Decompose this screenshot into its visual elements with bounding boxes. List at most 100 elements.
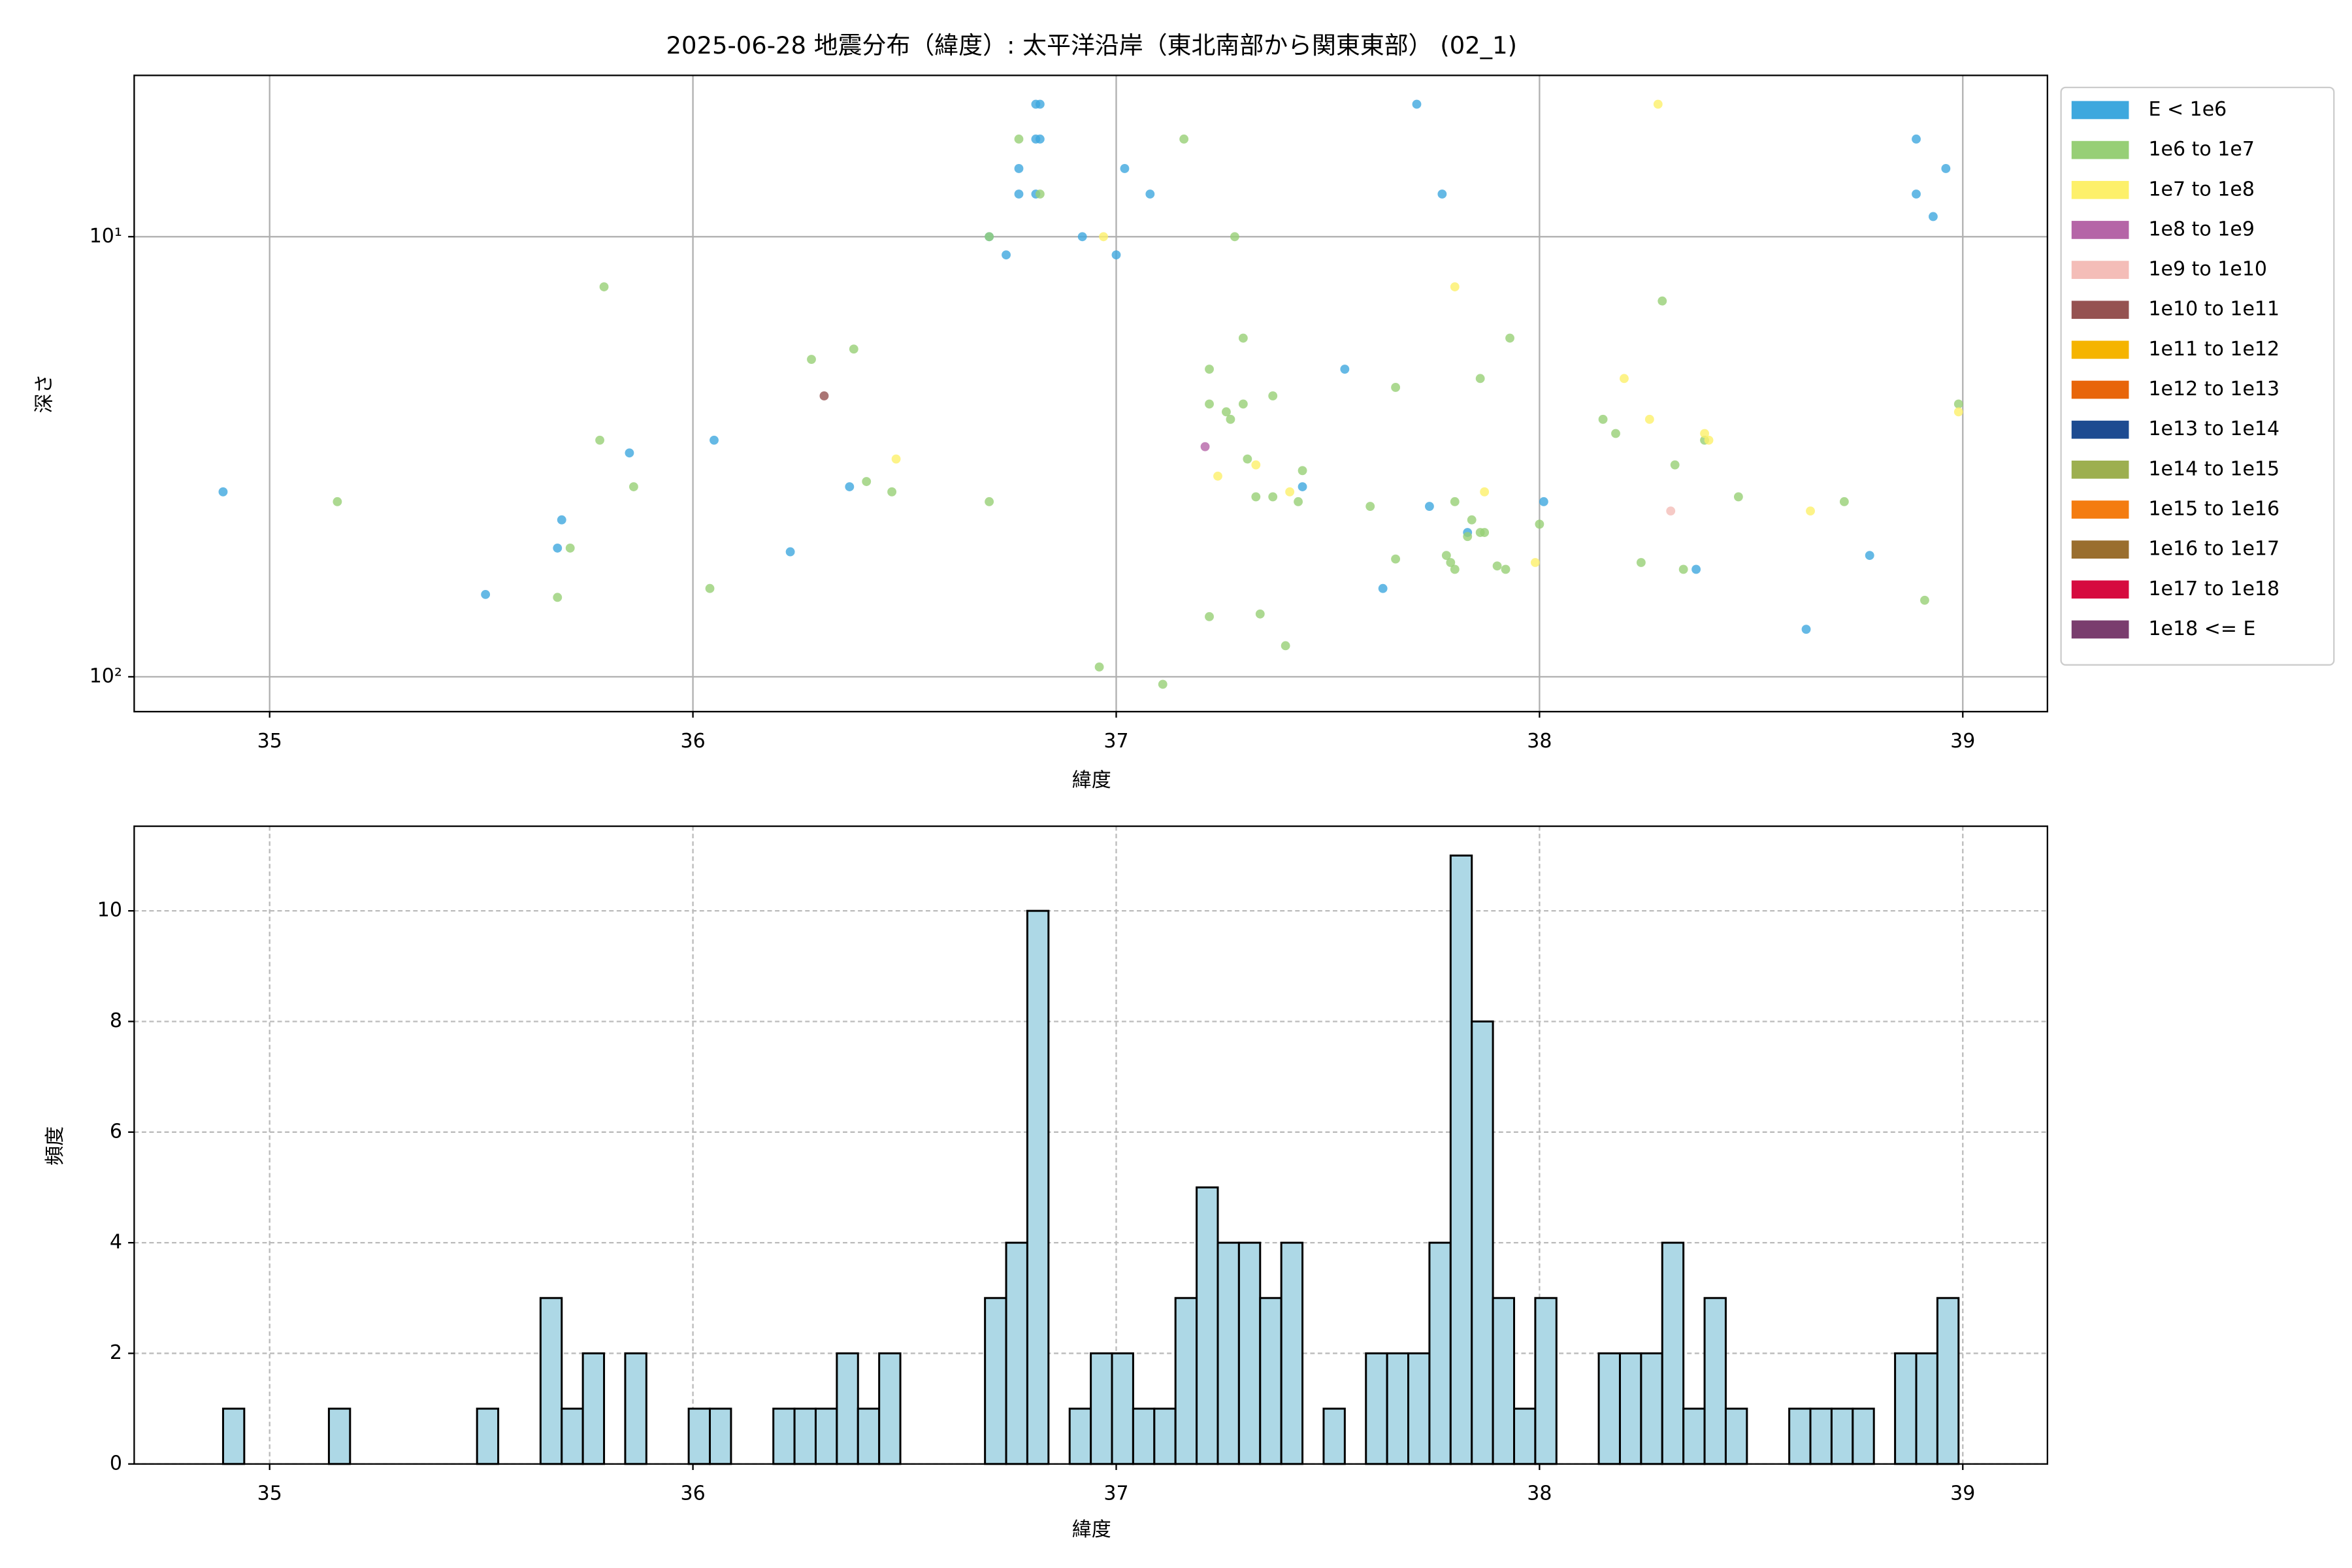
point xyxy=(1941,164,1951,173)
point xyxy=(1839,497,1849,506)
point xyxy=(1238,399,1248,409)
legend-swatch xyxy=(2071,461,2129,479)
y-tick-label: 10² xyxy=(90,664,122,687)
bar xyxy=(1788,1407,1812,1465)
point xyxy=(1298,482,1307,491)
point xyxy=(1251,492,1261,502)
bar xyxy=(1471,1020,1494,1465)
point xyxy=(807,355,816,364)
y-axis-label: 深さ xyxy=(33,374,56,413)
bar xyxy=(624,1352,647,1465)
point xyxy=(1450,497,1460,506)
point xyxy=(1865,551,1874,561)
bar xyxy=(857,1407,881,1465)
point xyxy=(1530,558,1540,567)
bar xyxy=(1280,1241,1304,1465)
legend-swatch xyxy=(2071,420,2129,439)
point xyxy=(553,543,563,553)
bar xyxy=(221,1407,246,1465)
point xyxy=(1463,532,1473,542)
point xyxy=(1733,492,1743,502)
point xyxy=(1644,414,1654,424)
bar xyxy=(539,1297,563,1465)
bar xyxy=(1068,1407,1092,1465)
point xyxy=(1446,558,1456,567)
legend-swatch xyxy=(2071,140,2129,159)
bar xyxy=(709,1407,732,1465)
point xyxy=(1666,506,1676,516)
point xyxy=(1467,515,1477,525)
point xyxy=(1953,407,1963,417)
point xyxy=(1281,641,1290,651)
legend-swatch xyxy=(2071,500,2129,519)
point xyxy=(1658,296,1667,306)
y-axis-label: 頻度 xyxy=(44,1126,67,1166)
point xyxy=(1251,460,1261,470)
point xyxy=(1365,502,1375,511)
point xyxy=(1391,383,1401,392)
bar xyxy=(1936,1297,1960,1465)
bar xyxy=(1597,1352,1621,1465)
x-tick-label: 38 xyxy=(1527,1482,1552,1505)
x-axis-label: 緯度 xyxy=(1072,1518,1111,1541)
point xyxy=(785,547,795,557)
legend-swatch xyxy=(2071,620,2129,639)
bar xyxy=(793,1407,817,1465)
point xyxy=(1700,429,1709,438)
x-axis-label: 緯度 xyxy=(1072,769,1111,792)
axes-frame xyxy=(133,825,2048,1465)
point xyxy=(1205,399,1214,409)
legend-box xyxy=(2060,86,2335,666)
bar xyxy=(1661,1241,1685,1465)
point xyxy=(1294,497,1303,506)
legend-label: 1e15 to 1e16 xyxy=(2148,498,2279,521)
y-tick-label: 10 xyxy=(97,899,122,922)
legend-label: 1e8 to 1e9 xyxy=(2148,218,2254,240)
bar xyxy=(1449,854,1473,1465)
point xyxy=(1014,134,1024,144)
point xyxy=(557,515,566,525)
legend-swatch xyxy=(2071,380,2129,399)
point xyxy=(218,487,228,497)
point xyxy=(1912,134,1921,144)
point xyxy=(1099,232,1108,242)
bar xyxy=(1237,1241,1262,1465)
bar xyxy=(327,1407,351,1465)
bar xyxy=(1830,1407,1854,1465)
point xyxy=(710,435,719,445)
point xyxy=(845,482,855,491)
bar xyxy=(561,1407,584,1465)
point xyxy=(1912,189,1921,199)
point xyxy=(599,282,609,291)
legend-label: 1e10 to 1e11 xyxy=(2148,298,2279,321)
point xyxy=(985,232,994,242)
point xyxy=(1480,528,1490,537)
legend-label: 1e12 to 1e13 xyxy=(2148,378,2279,400)
point xyxy=(1340,365,1350,374)
point xyxy=(1620,374,1629,384)
legend-swatch xyxy=(2071,221,2129,239)
x-tick-label: 39 xyxy=(1950,730,1975,753)
point xyxy=(1111,250,1121,260)
bar xyxy=(1809,1407,1833,1465)
point xyxy=(1268,492,1278,502)
point xyxy=(1158,679,1168,689)
point xyxy=(1120,164,1130,173)
point xyxy=(1691,564,1701,574)
bar xyxy=(1026,909,1050,1465)
bar xyxy=(1174,1297,1198,1465)
bar xyxy=(836,1352,859,1465)
bar xyxy=(772,1407,796,1465)
chart-title: 2025-06-28 地震分布（緯度）: 太平洋沿岸（東北南部から関東東部） (… xyxy=(666,31,1517,59)
x-tick-label: 38 xyxy=(1527,730,1552,753)
x-tick-label: 37 xyxy=(1103,1482,1128,1505)
bar xyxy=(1682,1407,1706,1465)
x-tick-label: 39 xyxy=(1950,1482,1975,1505)
point xyxy=(849,344,858,354)
point xyxy=(1437,189,1447,199)
point xyxy=(1475,374,1485,384)
legend-label: 1e13 to 1e14 xyxy=(2148,417,2279,440)
legend-label: 1e17 to 1e18 xyxy=(2148,578,2279,600)
point xyxy=(1704,435,1714,445)
point xyxy=(1285,487,1295,497)
